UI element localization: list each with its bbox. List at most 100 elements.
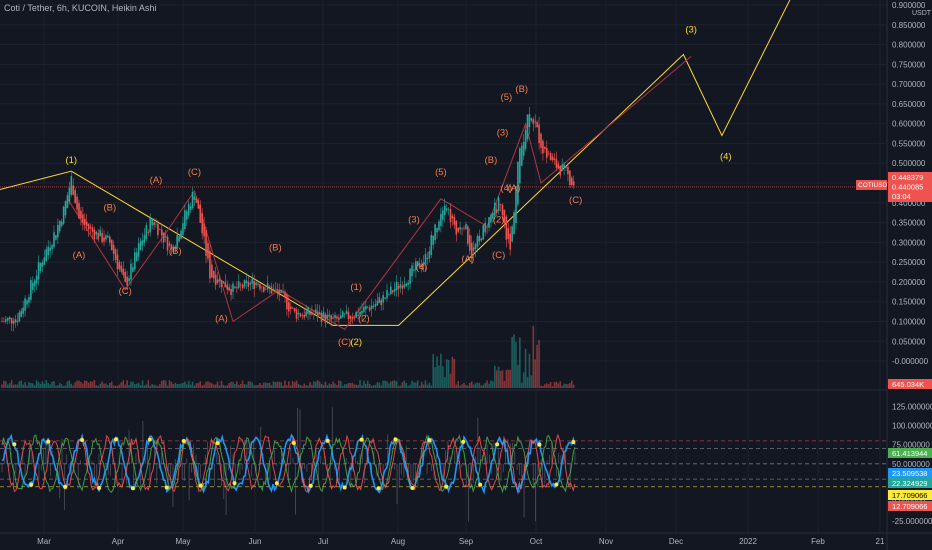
volume-bar	[230, 381, 232, 388]
candle-body	[320, 313, 323, 323]
price-badge-value: 0.440085	[892, 182, 923, 191]
candle-body	[563, 164, 565, 168]
volume-bar	[105, 383, 107, 388]
volume-bar	[359, 380, 361, 388]
volume-bar	[474, 383, 477, 388]
osc-badge-bg	[888, 501, 932, 511]
price-tick-label: 0.200000	[892, 278, 926, 287]
candle-body	[160, 229, 163, 236]
volume-bar	[12, 384, 15, 388]
wave-label: (A)	[462, 254, 475, 265]
wave-label: (4)	[416, 262, 428, 273]
volume-bar	[480, 385, 483, 388]
volume-bar	[70, 383, 73, 388]
volume-bar	[259, 383, 261, 388]
candle-body	[14, 319, 17, 323]
volume-bar	[99, 383, 101, 388]
volume-bar	[407, 385, 409, 388]
candle-body	[114, 249, 117, 260]
osc-signal-dot	[478, 482, 483, 487]
volume-bar	[549, 381, 552, 388]
wave-label: (B)	[515, 84, 528, 95]
volume-bar	[293, 382, 296, 388]
wave-label: (C)	[188, 167, 201, 178]
candle-body	[349, 315, 352, 319]
volume-bar	[187, 380, 190, 388]
candle-body	[172, 246, 175, 253]
candle-body	[534, 121, 537, 123]
volume-bar	[189, 384, 192, 388]
candle-body	[97, 233, 100, 240]
volume-bar	[101, 381, 103, 388]
candle-body	[334, 314, 336, 319]
candle-body	[264, 289, 267, 290]
osc-signal-dot	[181, 438, 186, 443]
volume-bar	[272, 381, 275, 388]
candle-body	[459, 227, 461, 230]
volume-bar	[470, 381, 473, 388]
osc-signal-dot	[342, 485, 347, 490]
volume-bar	[459, 385, 461, 388]
volume-bar	[207, 381, 209, 388]
candle-body	[6, 317, 9, 321]
volume-bar	[380, 385, 383, 388]
candle-body	[62, 206, 65, 224]
volume-bar	[561, 385, 563, 388]
candle-body	[494, 202, 496, 216]
volume-bar	[399, 385, 402, 388]
candle-body	[482, 225, 485, 240]
candle-body	[551, 156, 554, 161]
volume-bar	[528, 353, 531, 388]
candle-body	[549, 153, 552, 161]
candle-body	[303, 314, 306, 318]
candle-body	[211, 264, 213, 278]
price-tick-label: 0.050000	[892, 337, 926, 346]
price-axis[interactable]: 0.900000 0.850000 0.800000 0.750000 0.700000…	[892, 1, 932, 526]
candle-body	[22, 307, 24, 314]
candle-body	[359, 311, 361, 316]
candle-body	[232, 283, 234, 292]
volume-bar	[62, 385, 65, 388]
candle-body	[12, 320, 15, 324]
candle-body	[278, 290, 280, 296]
volume-bar	[276, 381, 279, 388]
candle-body	[407, 282, 409, 285]
candle-body	[116, 254, 119, 270]
volume-bar	[555, 381, 558, 388]
candle-body	[517, 161, 519, 205]
osc-signal-dot	[29, 482, 34, 487]
candle-body	[72, 185, 75, 195]
osc-badge-value: 12.709066	[892, 502, 927, 511]
candle-body	[261, 286, 263, 288]
price-badge-value: 03:04	[892, 192, 911, 201]
osc-signal-dot	[46, 439, 51, 444]
candle-body	[307, 307, 309, 314]
osc-signal-dot	[291, 440, 296, 445]
volume-bar	[534, 359, 537, 388]
volume-bar	[80, 381, 82, 388]
volume-bars	[1, 325, 575, 388]
wave-label: (B)	[103, 203, 116, 214]
volume-bar	[68, 380, 71, 388]
volume-bar	[137, 382, 140, 388]
candle-body	[453, 217, 456, 225]
volume-bar	[551, 385, 554, 388]
volume-bar	[415, 382, 417, 388]
volume-bar	[547, 384, 550, 388]
time-axis[interactable]: Mar Apr May Jun Jul Aug Sep Oct Nov Dec 2022 Feb 21	[37, 537, 885, 546]
candle-body	[451, 215, 454, 219]
volume-bar	[286, 385, 288, 388]
candle-body	[45, 249, 48, 262]
volume-bar	[430, 385, 433, 388]
volume-bar	[8, 383, 11, 388]
wave-label: (A)	[508, 183, 521, 194]
candle-body	[524, 129, 527, 149]
volume-bar	[476, 382, 479, 388]
osc-signal-dot	[80, 438, 85, 443]
volume-bar	[16, 384, 19, 388]
candle-body	[314, 309, 317, 314]
candle-body	[128, 278, 130, 282]
wave-label: (2)	[350, 337, 362, 348]
volume-bar	[164, 380, 167, 388]
